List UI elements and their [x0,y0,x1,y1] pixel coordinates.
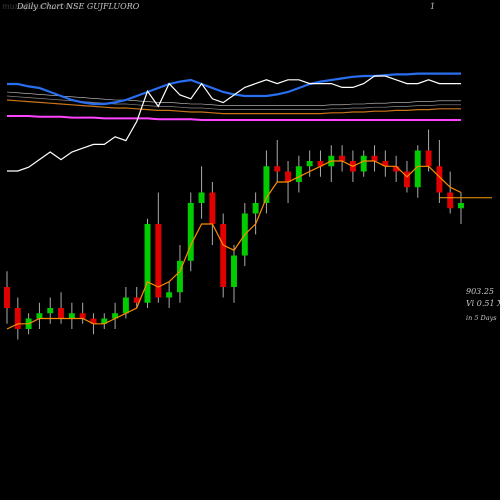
candle-body [360,155,367,172]
ma-magenta-line [7,115,461,121]
candle [436,140,443,203]
candle [295,155,302,193]
candle-body [339,155,346,161]
candle-body [425,150,432,167]
candle-body [252,203,259,214]
candle [4,271,10,324]
candle-body [58,308,65,319]
candle [198,166,205,219]
candle-body [90,318,97,324]
moving-average-layer [6,72,461,172]
candle [101,313,108,329]
candle-body [220,224,227,287]
candle [166,281,173,308]
candlestick-layer [4,129,464,340]
candle-body [187,203,194,261]
candle-body [36,313,43,319]
candle [371,145,378,172]
candle-body [176,260,183,293]
ema-layer [6,160,492,330]
candle-body [317,161,324,167]
candle-body [403,171,410,188]
candle-body [306,161,313,167]
candle-body [371,155,378,161]
candle-body [263,166,270,203]
candle-body [166,292,173,298]
candle-body [285,171,292,182]
candle [339,145,346,172]
ema-short-line [6,160,462,330]
candle [425,129,432,172]
candle-body [79,313,86,319]
candle-body [198,192,205,203]
candle [274,140,281,182]
candle-body [447,192,454,209]
candle [68,302,75,329]
candle-body [295,166,302,182]
candle-body [458,203,464,209]
candle [306,150,313,177]
chart-title: Daily Chart NSE GUJFLUORO [16,2,140,11]
page-marker: 1 [430,2,435,11]
candle [209,182,216,245]
candle-body [133,297,140,303]
candle-body [14,308,21,329]
candle [187,192,194,272]
period-label: in 5 Days [466,314,497,322]
candle [263,150,270,214]
candle-body [112,313,119,319]
candle-body [155,224,162,298]
candle [47,297,54,324]
candle-body [414,150,421,188]
candle [112,302,119,329]
candle [144,218,151,308]
ma-white-line [6,91,461,106]
candle-body [393,166,400,172]
candle [382,150,389,177]
candle-body [436,166,443,193]
candle-body [68,313,75,319]
candle [176,245,183,303]
candle [220,213,227,298]
candle-body [4,287,10,308]
candle [360,150,367,177]
candle-body [382,161,389,167]
candle-body [122,297,129,314]
candle-body [231,255,237,287]
candle [79,302,86,324]
candle [133,287,140,308]
candle [252,192,259,235]
candle [414,145,421,198]
candle [317,150,324,177]
candle [447,171,454,214]
ma-brown-line [6,99,461,115]
candle [231,245,237,303]
candle-body [101,318,108,324]
candle-body [274,166,281,172]
candle [14,297,21,340]
candle [155,192,162,303]
price-line [7,75,461,172]
candle-body [144,224,151,303]
last-price-label: 903.25 [466,287,494,296]
candle-body [209,192,216,224]
watermark: munafasutra.com [2,2,73,11]
candle [36,302,43,329]
candle-body [47,308,54,314]
volume-ratio-label: Vi 0.51 X [466,299,500,308]
candle [393,155,400,182]
